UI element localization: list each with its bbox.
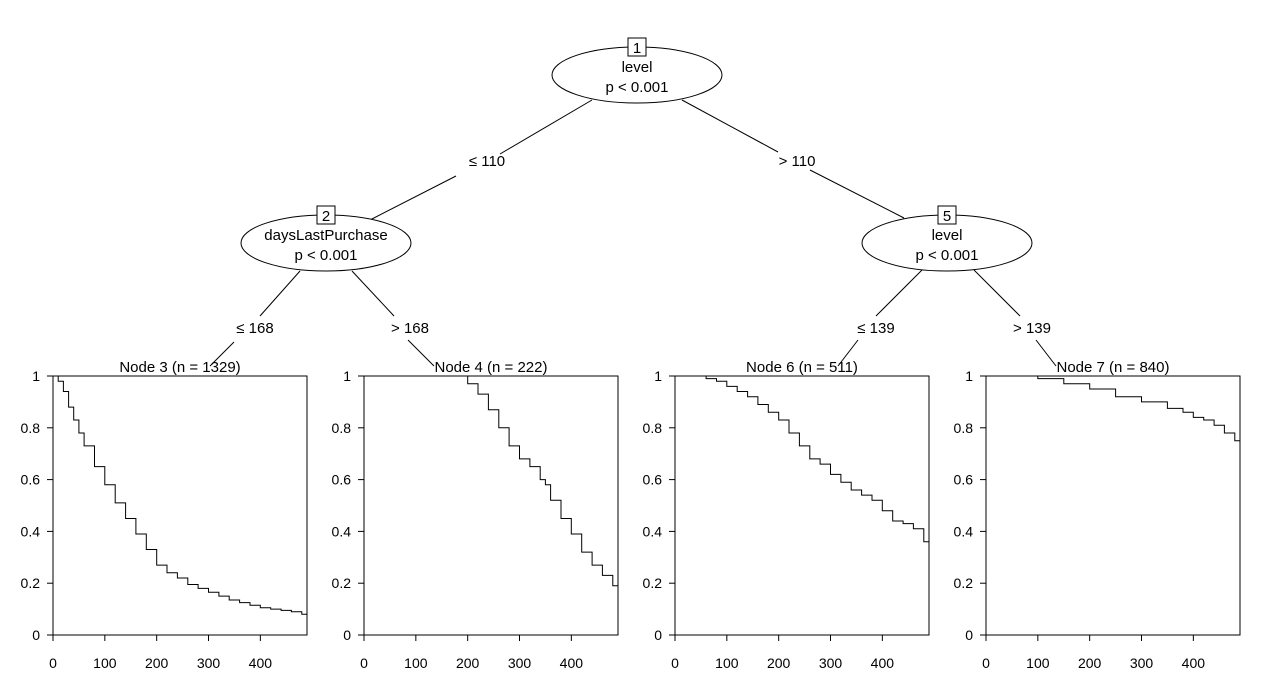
node-id: 1	[633, 40, 641, 57]
edge-5-6-line-a	[875, 269, 923, 317]
node-variable: daysLastPurchase	[264, 227, 387, 244]
y-tick-label: 0.4	[643, 523, 663, 539]
x-tick-label: 300	[1130, 655, 1154, 671]
y-tick-label: 0.2	[954, 575, 974, 591]
plot-frame	[674, 375, 930, 636]
node-variable: level	[622, 59, 653, 76]
y-tick-label: 0.4	[332, 523, 352, 539]
tree-node-2: 2 daysLastPurchase p < 0.001	[240, 205, 412, 272]
y-tick-label: 1	[654, 368, 662, 384]
x-tick-label: 0	[671, 655, 679, 671]
y-tick-label: 0	[965, 627, 973, 643]
edge-5-6-line-b	[837, 339, 859, 367]
edge-1-5-line-b	[809, 169, 905, 219]
edge-label-5-7: > 139	[1013, 320, 1051, 337]
node-pvalue: p < 0.001	[295, 247, 358, 264]
edge-label-2-4: > 168	[391, 320, 429, 337]
y-tick-label: 1	[965, 368, 973, 384]
y-tick-label: 0.2	[643, 575, 663, 591]
terminal-node-panels: Node 3 (n = 1329)00.20.40.60.810 100 200 30…	[21, 359, 1241, 671]
edge-label-1-2: ≤ 110	[469, 153, 505, 170]
y-tick-label: 0.8	[954, 420, 974, 436]
node-id-box	[937, 205, 957, 225]
x-tick-label: 0	[360, 655, 368, 671]
y-tick-label: 1	[32, 368, 40, 384]
x-tick-label: 300	[197, 655, 221, 671]
y-tick-label: 0.2	[332, 575, 352, 591]
km-panel-node-7: Node 7 (n = 840) 0 0.2 0.4 0.6 0.8 1 0 100 200 300…	[954, 359, 1241, 671]
edge-1-2-line-b	[369, 175, 457, 221]
y-tick-label: 0.4	[21, 523, 41, 539]
km-panel-node-3: Node 3 (n = 1329) 0 0.2 0.4 0.6 0.8 1 0 100 200 30…	[21, 359, 308, 671]
x-tick-label: 0	[49, 655, 57, 671]
panel-title: Node 7 (n = 840)	[1057, 359, 1170, 376]
y-tick-label: 0.4	[954, 523, 974, 539]
x-tick-label: 200	[1078, 655, 1102, 671]
node-variable: level	[932, 227, 963, 244]
panel-title: Node 6 (n = 511)	[746, 359, 858, 376]
edge-label-1-5: > 110	[779, 153, 816, 170]
x-tick-label: 100	[715, 655, 739, 671]
x-tick-label: 300	[819, 655, 843, 671]
y-tick-label: 0.8	[643, 420, 663, 436]
survival-curve	[364, 375, 618, 587]
edge-2-3-line-b	[209, 341, 235, 367]
panel-title: Node 4 (n = 222)	[435, 359, 548, 376]
edge-5-7-line-b	[1035, 339, 1057, 367]
plot-frame	[985, 375, 1241, 636]
x-tick-label: 300	[508, 655, 532, 671]
edge-2-3-line-a	[259, 270, 301, 317]
tree-node-1: 1 level p < 0.001	[551, 37, 723, 104]
node-pvalue: p < 0.001	[916, 247, 979, 264]
edge-1-5-line-a	[681, 99, 779, 153]
panel-title: Node 3 (n = 1329)	[119, 359, 240, 376]
km-panel-node-4: Node 4 (n = 222) 0 0.2 0.4 0.6 0.8 1 0 100 200 300…	[332, 359, 619, 671]
x-tick-label: 100	[1026, 655, 1050, 671]
x-tick-label: 200	[767, 655, 791, 671]
tree-node-5: 5 level p < 0.001	[861, 205, 1033, 272]
y-tick-label: 0.8	[332, 420, 352, 436]
node-id: 2	[322, 208, 330, 225]
node-id-box	[627, 37, 647, 57]
y-tick-label: 0.6	[21, 472, 41, 488]
x-tick-label: 200	[145, 655, 169, 671]
node-id: 5	[943, 208, 951, 225]
survival-curve	[675, 375, 929, 543]
node-pvalue: p < 0.001	[606, 79, 669, 96]
x-tick-label: 400	[560, 655, 584, 671]
y-tick-label: 0.2	[21, 575, 41, 591]
y-tick-label: 0.6	[954, 472, 974, 488]
y-tick-label: 0	[32, 627, 40, 643]
y-tick-label: 0	[654, 627, 662, 643]
x-tick-label: 200	[456, 655, 480, 671]
x-tick-label: 400	[1182, 655, 1206, 671]
edge-labels: ≤ 110 > 110 ≤ 168 > 168 ≤ 139 > 139	[236, 153, 1051, 337]
edge-label-2-3: ≤ 168	[236, 320, 273, 337]
edge-label-5-6: ≤ 139	[857, 320, 894, 337]
x-tick-label: 100	[93, 655, 117, 671]
y-tick-label: 1	[343, 368, 351, 384]
x-tick-label: 100	[404, 655, 428, 671]
node-id-box	[316, 205, 336, 225]
edge-2-4-line-b	[407, 339, 435, 367]
plot-frame	[363, 375, 619, 636]
edge-1-2-line-a	[499, 99, 593, 155]
plot-frame	[52, 375, 308, 636]
edge-5-7-line-a	[973, 269, 1021, 317]
survival-curve	[53, 375, 308, 616]
survival-curve	[986, 375, 1240, 442]
y-tick-label: 0.6	[332, 472, 352, 488]
y-tick-label: 0	[343, 627, 351, 643]
x-tick-label: 400	[249, 655, 273, 671]
y-tick-label: 0.8	[21, 420, 41, 436]
y-tick-label: 0.6	[643, 472, 663, 488]
km-panel-node-6: Node 6 (n = 511) 0 0.2 0.4 0.6 0.8 1 0 100 200 300…	[643, 359, 930, 671]
x-tick-label: 0	[982, 655, 990, 671]
x-tick-label: 400	[871, 655, 895, 671]
edge-2-4-line-a	[351, 270, 395, 317]
tree-edges	[209, 99, 1057, 367]
